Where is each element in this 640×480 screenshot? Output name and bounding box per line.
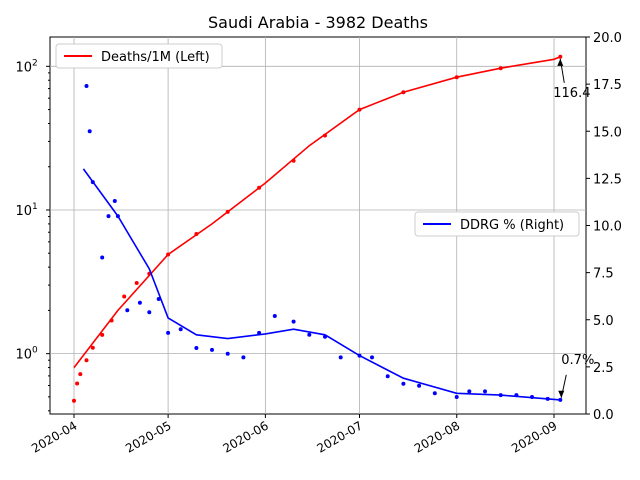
data-point-left	[401, 90, 406, 95]
grid-layer	[50, 37, 586, 414]
data-point-right	[100, 255, 105, 260]
data-point-right	[125, 308, 130, 313]
data-point-right	[530, 395, 534, 399]
data-point-right	[291, 319, 296, 324]
data-point-right	[307, 332, 312, 337]
y-left-tick-exponent: 2	[32, 58, 38, 68]
data-point-right	[454, 395, 459, 399]
data-point-left	[498, 66, 503, 71]
y-right-tick-label: 20.0	[593, 31, 622, 46]
data-point-right	[178, 327, 183, 332]
data-point-left	[166, 252, 171, 257]
data-point-left	[558, 54, 563, 59]
x-tick-label: 2020-05	[123, 418, 173, 455]
data-point-left	[109, 318, 114, 323]
data-point-left	[291, 158, 296, 163]
data-point-right	[357, 353, 362, 358]
data-point-right	[112, 199, 117, 203]
data-point-right	[338, 355, 343, 360]
data-point-right	[194, 346, 199, 350]
y-left-tick-label: 10	[15, 60, 32, 75]
tick-layer: 2020-04 2020-05 2020-06 2020-07 2020-08 2020-…	[15, 31, 622, 456]
data-point-left	[454, 75, 459, 80]
data-point-left	[100, 332, 105, 337]
annotation-arrowhead-deaths	[557, 58, 564, 66]
y-right-tick-label: 17.5	[593, 78, 622, 93]
x-tick-label: 2020-08	[412, 418, 462, 455]
x-tick-label: 2020-07	[315, 418, 365, 455]
x-tick-label: 2020-06	[220, 418, 270, 455]
data-point-left	[84, 358, 89, 363]
data-point-right	[432, 391, 437, 396]
y-right-tick-label: 7.5	[593, 267, 614, 282]
data-point-right	[87, 129, 92, 134]
legend-right-label: DDRG % (Right)	[460, 218, 564, 233]
data-point-right	[90, 180, 95, 185]
y-right-tick-label: 15.0	[593, 125, 622, 140]
annotation-label-ddrg: 0.7%	[561, 353, 594, 368]
data-point-right	[257, 330, 262, 335]
data-point-right	[370, 355, 374, 360]
data-point-left	[134, 281, 139, 285]
data-point-right	[84, 84, 89, 88]
y-left-tick-label: 10	[15, 348, 32, 363]
data-point-left	[323, 133, 327, 138]
data-point-left	[90, 345, 95, 350]
y-right-tick-label: 2.5	[593, 361, 614, 376]
y-left-tick-exponent: 0	[32, 346, 38, 356]
chart-title: Saudi Arabia - 3982 Deaths	[208, 13, 428, 32]
y-right-tick-label: 12.5	[593, 172, 622, 187]
data-point-left	[194, 232, 199, 236]
data-point-right	[166, 330, 171, 335]
data-point-right	[467, 389, 472, 394]
data-point-right	[417, 383, 422, 388]
data-point-right	[115, 214, 120, 219]
data-point-right	[156, 297, 161, 301]
y-right-tick-label: 10.0	[593, 220, 622, 235]
data-point-left	[225, 209, 230, 214]
data-point-right	[498, 393, 503, 398]
data-point-right	[137, 300, 142, 305]
data-point-right	[514, 393, 519, 398]
y-left-tick-label: 10	[15, 204, 32, 219]
data-point-left	[78, 372, 83, 377]
data-point-right	[545, 396, 550, 401]
data-point-left	[357, 107, 362, 112]
data-point-right	[210, 347, 214, 352]
data-point-left	[72, 398, 76, 403]
x-tick-label: 2020-09	[509, 418, 559, 455]
legend-left: Deaths/1M (Left)	[55, 43, 223, 69]
legend-left-frame	[55, 43, 223, 69]
data-point-right	[225, 351, 230, 356]
series-line-left	[73, 56, 561, 369]
data-point-right	[106, 214, 111, 219]
series-line-right	[82, 168, 561, 401]
legend-left-label: Deaths/1M (Left)	[101, 50, 210, 65]
legend-right: DDRG % (Right)	[414, 211, 580, 237]
y-right-tick-label: 5.0	[593, 314, 614, 329]
data-point-right	[272, 314, 277, 318]
y-right-tick-label: 0.0	[593, 408, 614, 423]
series-layer	[72, 54, 563, 403]
x-tick-label: 2020-04	[29, 418, 79, 455]
annotation-layer: 116.4 0.7%	[553, 58, 594, 398]
annotation-label-deaths: 116.4	[553, 86, 590, 101]
data-point-right	[241, 355, 246, 360]
y-left-tick-exponent: 1	[32, 202, 38, 212]
data-point-right	[483, 389, 487, 394]
data-point-left	[75, 381, 80, 386]
data-point-right	[558, 397, 563, 402]
data-point-right	[323, 334, 327, 339]
annotation-arrowhead-ddrg	[558, 390, 565, 398]
data-point-right	[147, 310, 152, 315]
data-point-left	[257, 185, 262, 190]
data-point-left	[122, 294, 127, 299]
data-point-right	[401, 381, 406, 386]
legend-right-frame	[414, 211, 580, 237]
data-point-right	[385, 374, 390, 379]
